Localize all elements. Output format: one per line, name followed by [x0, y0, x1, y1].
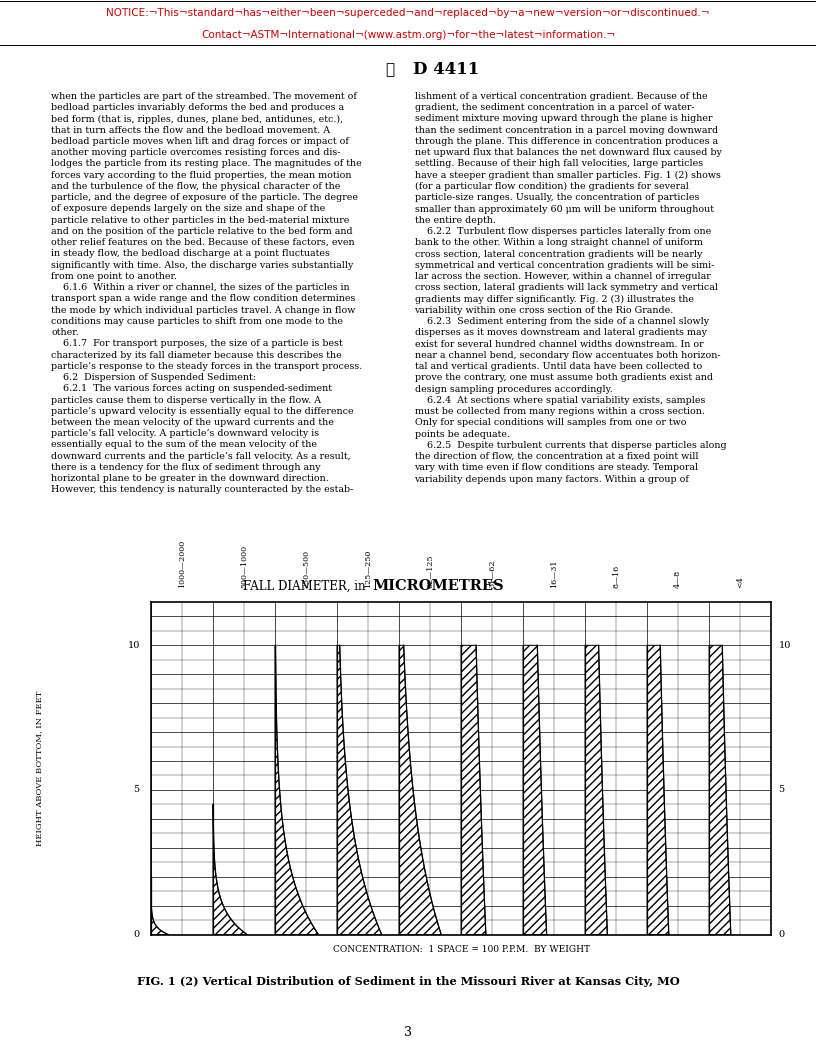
Text: 62—125: 62—125: [426, 554, 434, 588]
Text: ⓐ: ⓐ: [385, 62, 395, 77]
Text: lishment of a vertical concentration gradient. Because of the
gradient, the sedi: lishment of a vertical concentration gra…: [415, 92, 726, 484]
Polygon shape: [461, 645, 486, 935]
Text: 8—16: 8—16: [612, 565, 620, 588]
Text: 5: 5: [134, 786, 140, 794]
Polygon shape: [213, 805, 247, 935]
Polygon shape: [709, 645, 731, 935]
Text: NOTICE:¬This¬standard¬has¬either¬been¬superceded¬and¬replaced¬by¬a¬new¬version¬o: NOTICE:¬This¬standard¬has¬either¬been¬su…: [106, 7, 710, 18]
Text: 250—500: 250—500: [302, 550, 310, 588]
Text: Contact¬ASTM¬International¬(www.astm.org)¬for¬the¬latest¬information.¬: Contact¬ASTM¬International¬(www.astm.org…: [201, 30, 615, 40]
Text: 4—8: 4—8: [674, 570, 682, 588]
Text: VERY
COARSE
SAND: VERY COARSE SAND: [174, 606, 190, 635]
Text: 0: 0: [134, 930, 140, 939]
Text: COARSE
SILT: COARSE SILT: [486, 606, 498, 635]
Text: FALL DIAMETER, in: FALL DIAMETER, in: [242, 580, 369, 592]
Polygon shape: [275, 645, 318, 935]
Text: when the particles are part of the streambed. The movement of
bedload particles : when the particles are part of the strea…: [51, 92, 362, 494]
Text: VERY
FINE
SILT: VERY FINE SILT: [670, 611, 686, 629]
Polygon shape: [585, 645, 607, 935]
Polygon shape: [151, 876, 168, 935]
Text: D 4411: D 4411: [413, 61, 479, 78]
Text: 1000—2000: 1000—2000: [178, 540, 186, 588]
Text: VERY
FINE
SAND: VERY FINE SAND: [422, 610, 438, 630]
Polygon shape: [337, 645, 382, 935]
Text: MEDIUM
SAND: MEDIUM SAND: [300, 605, 312, 636]
Text: 5: 5: [778, 786, 785, 794]
Text: CONCENTRATION:  1 SPACE = 100 P.P.M.  BY WEIGHT: CONCENTRATION: 1 SPACE = 100 P.P.M. BY W…: [333, 945, 589, 954]
Text: 16—31: 16—31: [550, 560, 558, 588]
Polygon shape: [647, 645, 669, 935]
Text: 500—1000: 500—1000: [240, 545, 248, 588]
Text: HEIGHT ABOVE BOTTOM, IN FEET: HEIGHT ABOVE BOTTOM, IN FEET: [35, 691, 43, 846]
Text: FINE
SAND: FINE SAND: [362, 610, 374, 630]
Polygon shape: [399, 645, 441, 935]
Text: 3: 3: [404, 1026, 412, 1039]
Text: 125—250: 125—250: [364, 549, 372, 588]
Text: COARSE
SAND: COARSE SAND: [238, 606, 250, 635]
Text: CLAY: CLAY: [738, 611, 743, 629]
Text: MICROMETRES: MICROMETRES: [372, 579, 503, 593]
Text: 10: 10: [127, 641, 140, 649]
Text: <4: <4: [736, 577, 744, 588]
Polygon shape: [523, 645, 547, 935]
Text: MEDIUM
SILT: MEDIUM SILT: [548, 605, 560, 636]
Text: 10: 10: [778, 641, 791, 649]
Text: FINE
SILT: FINE SILT: [610, 612, 622, 628]
Text: FIG. 1 (2) Vertical Distribution of Sediment in the Missouri River at Kansas Cit: FIG. 1 (2) Vertical Distribution of Sedi…: [136, 976, 680, 986]
Text: 0: 0: [778, 930, 785, 939]
Text: 31—62: 31—62: [488, 560, 496, 588]
